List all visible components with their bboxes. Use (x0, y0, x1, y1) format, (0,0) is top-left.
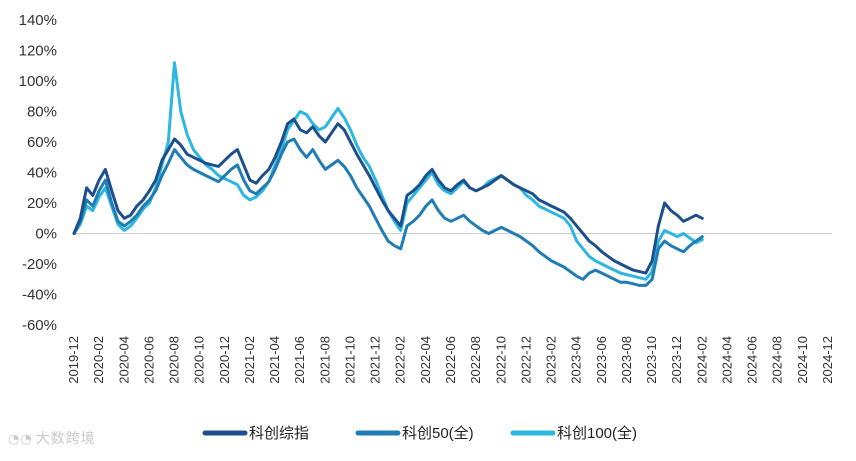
y-tick-label: 140% (19, 12, 57, 29)
y-tick-label: 0% (35, 226, 57, 243)
x-tick-label: 2021-08 (317, 336, 332, 384)
x-tick-label: 2024-08 (770, 336, 785, 384)
watermark: ◔◔ 大数跨境 (8, 428, 96, 448)
x-tick-label: 2020-12 (217, 336, 232, 384)
x-tick-label: 2023-02 (544, 336, 559, 384)
x-axis-tick-labels: 2019-12 2020-02 2020-04 2020-06 2020-08 2020-… (66, 336, 835, 384)
y-tick-label: 120% (19, 43, 57, 60)
y-tick-label: -60% (22, 317, 57, 334)
y-axis-tick-labels: 140% 120% 100% 80% 60% 40% 20% 0% -20% -40% -60% (19, 12, 57, 334)
x-tick-label: 2022-10 (493, 336, 508, 384)
x-tick-label: 2022-04 (418, 336, 433, 384)
x-tick-label: 2020-06 (141, 336, 156, 384)
x-tick-label: 2023-04 (569, 336, 584, 384)
x-tick-label: 2024-04 (719, 336, 734, 384)
series-layer (72, 61, 704, 287)
x-tick-label: 2022-02 (393, 336, 408, 384)
x-tick-label: 2020-02 (91, 336, 106, 384)
x-tick-label: 2024-10 (795, 336, 810, 384)
x-tick-label: 2021-02 (242, 336, 257, 384)
x-tick-label: 2022-06 (443, 336, 458, 384)
y-tick-label: 40% (27, 165, 57, 182)
x-tick-label: 2023-08 (619, 336, 634, 384)
y-tick-label: -40% (22, 287, 57, 304)
x-tick-label: 2020-08 (167, 336, 182, 384)
legend-label: 科创50(全) (402, 424, 474, 442)
x-tick-label: 2022-12 (518, 336, 533, 384)
x-tick-label: 2024-06 (745, 336, 760, 384)
series-line-1 (72, 137, 704, 287)
y-tick-label: -20% (22, 256, 57, 273)
x-tick-label: 2024-12 (820, 336, 835, 384)
y-tick-label: 60% (27, 134, 57, 151)
x-tick-label: 2021-10 (342, 336, 357, 384)
legend-label: 科创100(全) (557, 424, 637, 442)
wechat-logo-icon: ◔◔ (8, 432, 33, 447)
series-line-2 (72, 61, 704, 281)
legend-label: 科创综指 (249, 425, 309, 442)
series-line-0 (72, 117, 704, 275)
x-tick-label: 2024-02 (694, 336, 709, 384)
x-tick-label: 2023-10 (644, 336, 659, 384)
x-tick-label: 2023-12 (669, 336, 684, 384)
y-tick-label: 80% (27, 104, 57, 121)
x-tick-label: 2021-12 (368, 336, 383, 384)
x-tick-label: 2023-06 (594, 336, 609, 384)
legend: 科创综指 科创50(全) 科创100(全) (202, 424, 637, 442)
y-tick-label: 20% (27, 195, 57, 212)
x-tick-label: 2022-08 (468, 336, 483, 384)
watermark-text: 大数跨境 (35, 431, 96, 447)
x-tick-label: 2020-10 (192, 336, 207, 384)
x-tick-label: 2021-04 (267, 336, 282, 384)
x-tick-label: 2020-04 (116, 336, 131, 384)
x-tick-label: 2021-06 (292, 336, 307, 384)
y-tick-label: 100% (19, 73, 57, 90)
x-tick-label: 2019-12 (66, 336, 81, 384)
